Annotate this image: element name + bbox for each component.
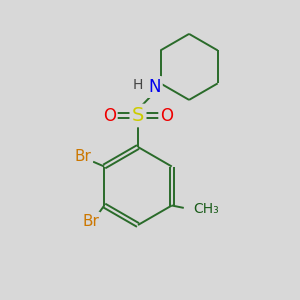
Text: S: S [132,106,144,125]
Text: Br: Br [74,149,91,164]
Text: H: H [133,78,143,92]
Text: Br: Br [82,214,99,229]
Text: N: N [148,78,161,96]
Text: O: O [103,106,116,124]
Text: O: O [160,106,173,124]
Text: CH₃: CH₃ [194,202,219,216]
